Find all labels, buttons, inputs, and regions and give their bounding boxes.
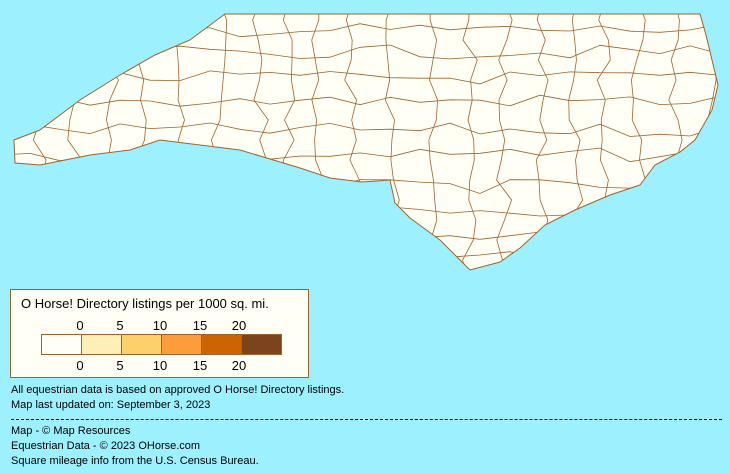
county-boundary (496, 14, 513, 270)
tick: 10 (152, 358, 168, 373)
legend-title: O Horse! Directory listings per 1000 sq.… (21, 296, 269, 311)
county-boundary (462, 14, 478, 270)
county-boundary (428, 14, 439, 270)
county-boundary (14, 94, 718, 107)
swatch (162, 335, 202, 354)
tick: 15 (192, 318, 208, 333)
data-credit: Equestrian Data - © 2023 OHorse.com (11, 440, 201, 452)
map-credit: Map - © Map Resources (11, 425, 131, 437)
tick: 5 (116, 358, 124, 373)
tick: 5 (116, 318, 124, 333)
tick: 20 (231, 358, 247, 373)
updated-note: Map last updated on: September 3, 2023 (11, 399, 211, 411)
county-boundary (14, 122, 718, 137)
data-note: All equestrian data is based on approved… (11, 384, 345, 396)
swatch (202, 335, 242, 354)
county-boundary (14, 202, 718, 217)
divider (11, 419, 722, 420)
county-boundary (707, 14, 718, 270)
state-outline (13, 13, 719, 271)
legend: O Horse! Directory listings per 1000 sq.… (10, 289, 309, 378)
swatch (82, 335, 122, 354)
swatch (122, 335, 162, 354)
census-credit: Square mileage info from the U.S. Census… (11, 455, 259, 467)
tick: 10 (152, 318, 168, 333)
tick: 20 (231, 318, 247, 333)
tick: 0 (76, 358, 84, 373)
county-boundary (14, 250, 718, 265)
county-boundary (14, 227, 718, 243)
swatch (42, 335, 82, 354)
swatch (242, 335, 281, 354)
north-carolina-county-map (13, 13, 719, 271)
tick: 15 (192, 358, 208, 373)
tick: 0 (76, 318, 84, 333)
legend-color-scale (41, 334, 282, 355)
